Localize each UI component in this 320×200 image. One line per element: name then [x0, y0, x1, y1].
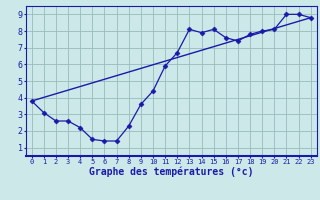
X-axis label: Graphe des températures (°c): Graphe des températures (°c)	[89, 166, 253, 177]
